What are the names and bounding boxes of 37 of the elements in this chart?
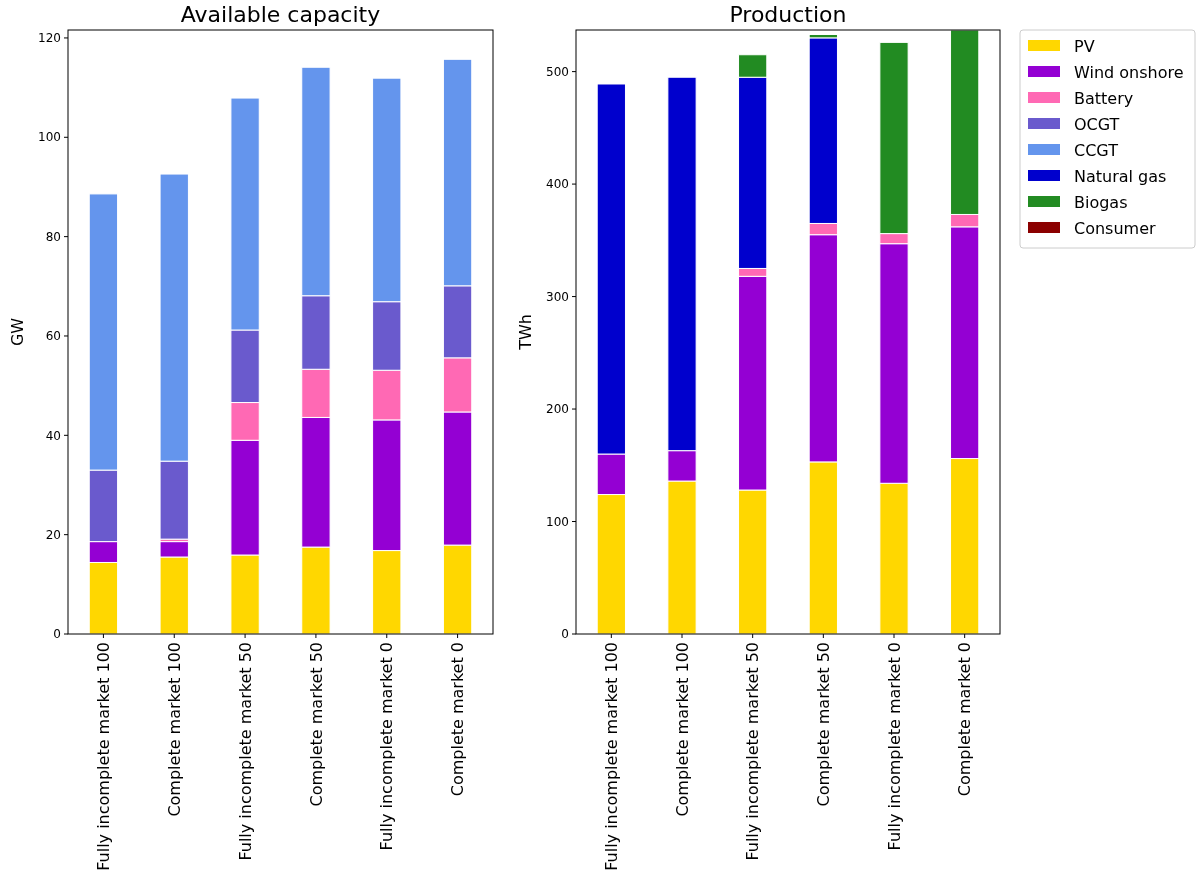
- x-tick-label: Complete market 0: [448, 642, 468, 797]
- y-tick-label: 300: [546, 289, 569, 304]
- legend-label: Wind onshore: [1074, 62, 1184, 82]
- x-tick-label: Complete market 50: [813, 642, 833, 807]
- x-tick-label: Fully incomplete market 50: [743, 642, 763, 861]
- y-tick-label: 0: [561, 627, 569, 642]
- y-tick-label: 400: [546, 177, 569, 192]
- x-tick-label: Complete market 50: [306, 642, 326, 807]
- y-tick-label: 100: [546, 514, 569, 529]
- x-tick-label: Fully incomplete market 0: [884, 642, 904, 851]
- legend-label: Biogas: [1074, 192, 1128, 212]
- x-tick-label: Fully incomplete market 100: [94, 642, 114, 871]
- legend-label: OCGT: [1074, 114, 1120, 134]
- y-tick-label: 40: [45, 428, 61, 443]
- chart-title: Available capacity: [180, 2, 381, 27]
- x-tick-label: Fully incomplete market 0: [377, 642, 397, 851]
- y-tick-label: 120: [38, 31, 61, 46]
- legend-label: Battery: [1074, 88, 1134, 108]
- y-tick-label: 200: [546, 402, 569, 417]
- y-tick-label: 80: [45, 229, 61, 244]
- legend-label: Consumer: [1074, 218, 1157, 238]
- x-tick-label: Complete market 0: [955, 642, 975, 797]
- x-tick-label: Complete market 100: [672, 642, 692, 817]
- chart-title: Production: [729, 2, 847, 27]
- x-tick-label: Fully incomplete market 50: [235, 642, 255, 861]
- y-axis-title: GW: [8, 317, 27, 347]
- y-tick-label: 500: [546, 64, 569, 79]
- legend-label: CCGT: [1074, 140, 1119, 160]
- legend-label: Natural gas: [1074, 166, 1167, 186]
- x-tick-label: Complete market 100: [164, 642, 184, 817]
- y-tick-label: 60: [45, 329, 61, 344]
- x-tick-label: Fully incomplete market 100: [601, 642, 621, 871]
- y-tick-label: 0: [53, 627, 61, 642]
- y-axis-title: TWh: [516, 314, 535, 351]
- legend-label: PV: [1074, 36, 1095, 56]
- y-tick-label: 100: [38, 130, 61, 145]
- y-tick-label: 20: [45, 527, 61, 542]
